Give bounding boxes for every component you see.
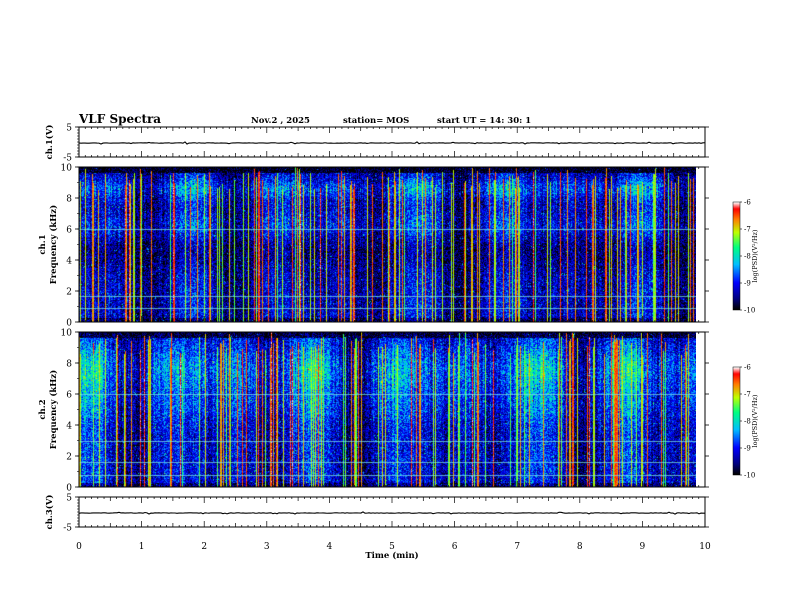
ch1-spectrogram-panel: 0 2 4 6 8 10 ch.1 Frequency (kHz) <box>38 164 709 329</box>
ch1-voltage-trace <box>78 141 706 145</box>
time-tick-label: 9 <box>640 542 646 552</box>
ch1-spectrogram-colorbar-tick-label: -6 <box>744 199 751 207</box>
ch1-spectrogram-colorbar-gradient <box>733 202 740 310</box>
ch2-colorbar: -6 -7 -8 -9 -10 log(PSD)(V²/Hz) <box>732 364 759 480</box>
station-label: station= MOS <box>343 116 409 126</box>
ch2-spectrogram-colorbar-gradient <box>733 367 740 475</box>
time-tick-label: 2 <box>201 542 207 552</box>
time-tick-label: 3 <box>264 542 270 552</box>
date-label: Nov.2 , 2025 <box>251 116 310 126</box>
ch2-spectrogram-channel-label: ch.2 <box>38 399 48 419</box>
ch1-spectrogram-ytick-label: 0 <box>66 319 72 329</box>
time-tick-label: 0 <box>76 542 82 552</box>
ch1-spectrogram-colorbar-tick-label: -9 <box>744 280 751 288</box>
ch3-voltage-panel: 5 -5 ch.3(V) <box>44 494 709 534</box>
ch2-spectrogram-colorbar-tick-label: -9 <box>744 445 751 453</box>
ch1-voltage-ytick-label: -5 <box>63 154 72 164</box>
ch1-spectrogram-ylabel: Frequency (kHz) <box>48 205 59 284</box>
ch1-spectrogram-ytick-label: 4 <box>66 257 72 267</box>
ch1-spectrogram-ytick-label: 2 <box>66 288 72 298</box>
time-tick-label: 7 <box>514 542 520 552</box>
time-tick-label: 5 <box>389 542 395 552</box>
ch1-voltage-panel: 5 -5 ch.1(V) <box>44 124 709 164</box>
time-tick-label: 4 <box>327 542 333 552</box>
time-tick-label: 10 <box>699 542 711 552</box>
time-tick-label: 6 <box>452 542 458 552</box>
ch2-spectrogram-ylabel: Frequency (kHz) <box>48 370 59 449</box>
ch2-spectrogram-heatmap <box>79 332 696 487</box>
ch1-spectrogram-ytick-label: 8 <box>66 195 72 205</box>
ch1-spectrogram-heatmap <box>79 167 696 322</box>
ch2-spectrogram-ytick-label: 4 <box>66 422 72 432</box>
ch2-spectrogram-ytick-label: 8 <box>66 360 72 370</box>
start-ut-label: start UT = 14: 30: 1 <box>437 116 531 126</box>
ch1-voltage-ytick-label: 5 <box>66 124 72 134</box>
ch1-spectrogram-ytick-label: 6 <box>66 226 72 236</box>
figure-header: VLF Spectra Nov.2 , 2025 station= MOS st… <box>78 112 531 126</box>
time-tick-label: 1 <box>139 542 145 552</box>
ch3-voltage-ytick-label: 5 <box>66 494 72 504</box>
ch1-colorbar: -6 -7 -8 -9 -10 log(PSD)(V²/Hz) <box>732 199 759 315</box>
ch2-spectrogram-ytick-label: 6 <box>66 391 72 401</box>
ch2-spectrogram-colorbar-tick-label: -7 <box>744 391 751 399</box>
ch2-spectrogram-ytick-label: 2 <box>66 453 72 463</box>
ch1-spectrogram-colorbar-label: log(PSD)(V²/Hz) <box>751 229 759 282</box>
ch2-spectrogram-ytick-label: 10 <box>61 329 73 339</box>
ch1-spectrogram-colorbar-tick-label: -7 <box>744 226 751 234</box>
ch3-voltage-ylabel: ch.3(V) <box>44 495 55 530</box>
ch1-spectrogram-channel-label: ch.1 <box>38 234 48 254</box>
ch2-spectrogram-colorbar-label: log(PSD)(V²/Hz) <box>751 394 759 447</box>
ch3-voltage-trace <box>78 511 706 515</box>
ch3-voltage-ytick-label: -5 <box>63 524 72 534</box>
ch1-spectrogram-colorbar-tick-label: -8 <box>744 253 751 261</box>
ch1-spectrogram-ytick-label: 10 <box>61 164 73 174</box>
ch2-spectrogram-colorbar-tick-label: -8 <box>744 418 751 426</box>
ch2-spectrogram-panel: 0 2 4 6 8 10 ch.2 Frequency (kHz) <box>38 329 709 494</box>
ch2-spectrogram-ytick-label: 0 <box>66 484 72 494</box>
time-tick-label: 8 <box>577 542 583 552</box>
time-axis: 0 1 2 3 4 5 6 7 8 9 10 Time (min) <box>76 542 711 561</box>
ch1-spectrogram-colorbar-tick-label: -10 <box>744 307 755 315</box>
ch1-voltage-ylabel: ch.1(V) <box>44 125 55 160</box>
time-axis-label: Time (min) <box>365 550 418 561</box>
ch2-spectrogram-colorbar-tick-label: -10 <box>744 472 755 480</box>
ch2-spectrogram-colorbar-tick-label: -6 <box>744 364 751 372</box>
figure-title: VLF Spectra <box>78 112 161 126</box>
